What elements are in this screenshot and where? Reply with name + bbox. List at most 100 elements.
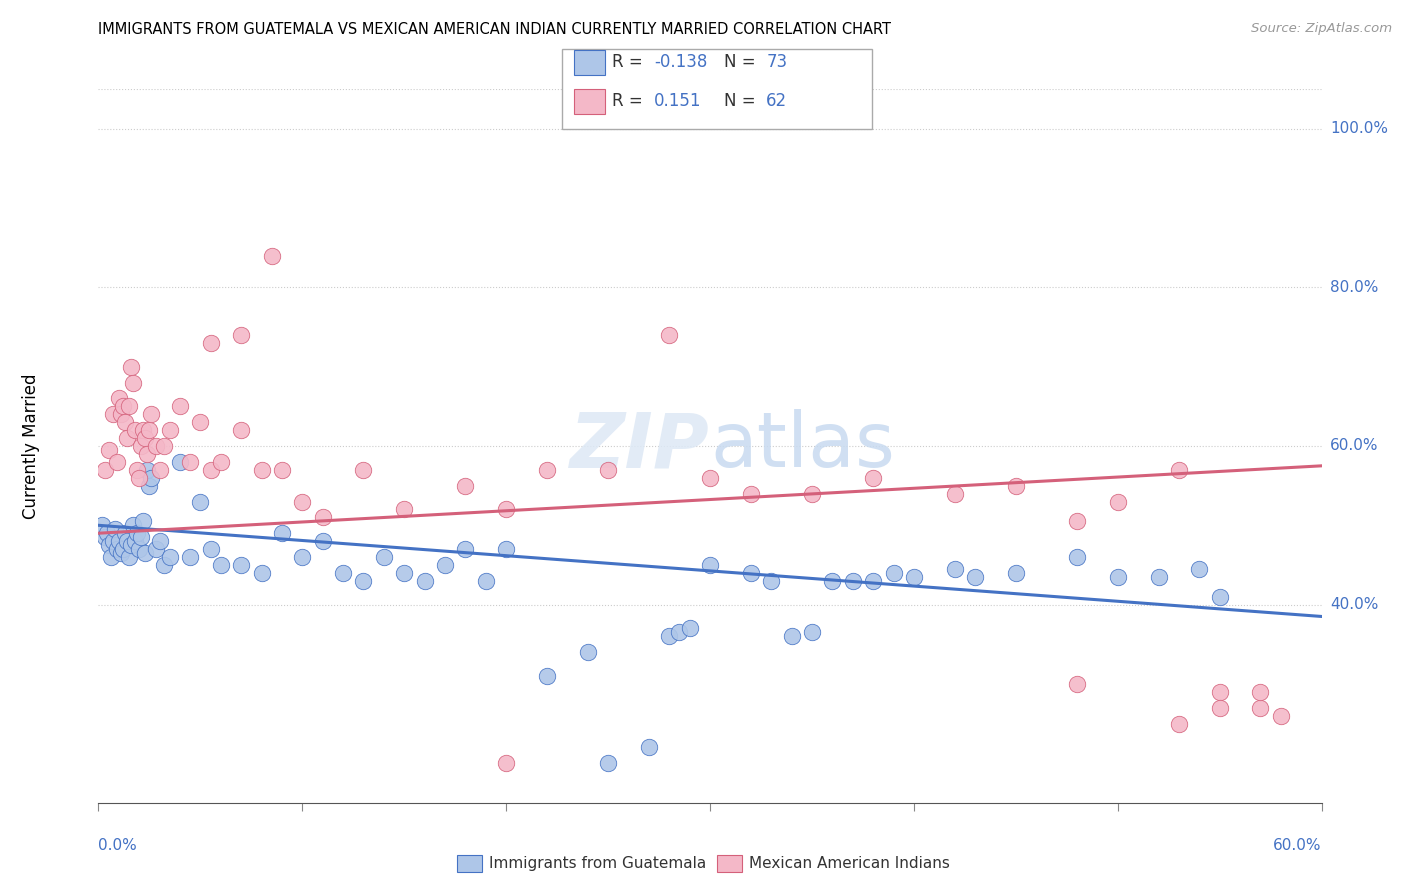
Point [111, 542, 134, 557]
Point [965, 570, 987, 584]
Point [658, 629, 681, 643]
Point [149, 463, 172, 477]
Point [110, 546, 132, 560]
Point [188, 415, 212, 429]
Point [159, 549, 181, 564]
Point [115, 431, 138, 445]
Point [100, 549, 122, 564]
Point [96, 526, 118, 541]
Text: Source: ZipAtlas.com: Source: ZipAtlas.com [1251, 22, 1392, 36]
Text: Immigrants from Guatemala: Immigrants from Guatemala [489, 856, 707, 871]
Point [120, 538, 142, 552]
Text: -0.138: -0.138 [654, 54, 707, 71]
Point [291, 549, 314, 564]
Point [392, 502, 416, 516]
Point [841, 574, 863, 588]
Point [1004, 566, 1026, 580]
Point [138, 478, 160, 492]
Point [118, 400, 141, 414]
Point [780, 629, 803, 643]
Point [169, 455, 191, 469]
Point [1066, 514, 1088, 528]
Point [596, 463, 619, 477]
Point [1066, 677, 1088, 691]
Point [231, 328, 253, 343]
Point [134, 431, 156, 445]
Point [862, 574, 884, 588]
Point [129, 439, 152, 453]
Point [145, 439, 167, 453]
Point [637, 740, 661, 755]
Text: 73: 73 [766, 54, 787, 71]
Point [108, 534, 131, 549]
Text: Mexican American Indians: Mexican American Indians [749, 856, 950, 871]
Point [1004, 478, 1026, 492]
Point [209, 558, 232, 572]
Point [101, 407, 124, 421]
Point [149, 534, 172, 549]
Text: 100.0%: 100.0% [1330, 121, 1388, 136]
Point [943, 562, 966, 576]
Point [1107, 494, 1129, 508]
Text: 62: 62 [766, 92, 787, 111]
Point [740, 486, 762, 500]
Text: 40.0%: 40.0% [1330, 597, 1378, 612]
Point [576, 645, 599, 659]
Point [454, 542, 477, 557]
Point [138, 423, 160, 437]
Text: 0.151: 0.151 [654, 92, 702, 111]
Point [120, 359, 142, 374]
Text: 60.0%: 60.0% [1274, 838, 1322, 854]
Point [169, 400, 191, 414]
Point [495, 756, 517, 771]
Point [93, 463, 115, 477]
Point [145, 542, 167, 557]
Point [392, 566, 416, 580]
Point [679, 621, 702, 635]
Point [231, 558, 253, 572]
Point [250, 566, 273, 580]
Point [352, 463, 374, 477]
Point [1208, 685, 1232, 699]
Point [1249, 685, 1271, 699]
Point [759, 574, 782, 588]
Point [474, 574, 498, 588]
Point [200, 463, 222, 477]
Point [1107, 570, 1129, 584]
Point [413, 574, 436, 588]
Point [260, 249, 283, 263]
Point [179, 549, 201, 564]
Point [141, 407, 163, 421]
Text: ZIP: ZIP [571, 409, 710, 483]
Point [270, 526, 294, 541]
Point [740, 566, 762, 580]
Text: 0.0%: 0.0% [98, 838, 138, 854]
Point [152, 558, 174, 572]
Point [1249, 700, 1271, 714]
Point [801, 625, 824, 640]
Point [97, 442, 120, 457]
Point [1167, 716, 1189, 731]
Point [128, 471, 150, 485]
Text: 60.0%: 60.0% [1330, 439, 1378, 453]
Point [159, 423, 181, 437]
Point [132, 514, 155, 528]
Point [821, 574, 844, 588]
Point [433, 558, 456, 572]
Point [104, 522, 127, 536]
Point [1167, 463, 1189, 477]
Point [332, 566, 354, 580]
Point [1270, 708, 1292, 723]
Point [188, 494, 212, 508]
Point [862, 471, 884, 485]
Point [209, 455, 232, 469]
Point [1208, 590, 1232, 604]
Point [699, 471, 721, 485]
Point [115, 534, 138, 549]
Point [105, 542, 128, 557]
Point [134, 546, 156, 560]
Text: IMMIGRANTS FROM GUATEMALA VS MEXICAN AMERICAN INDIAN CURRENTLY MARRIED CORRELATI: IMMIGRANTS FROM GUATEMALA VS MEXICAN AME… [98, 22, 891, 37]
Point [152, 439, 174, 453]
Point [373, 549, 395, 564]
Point [903, 570, 925, 584]
